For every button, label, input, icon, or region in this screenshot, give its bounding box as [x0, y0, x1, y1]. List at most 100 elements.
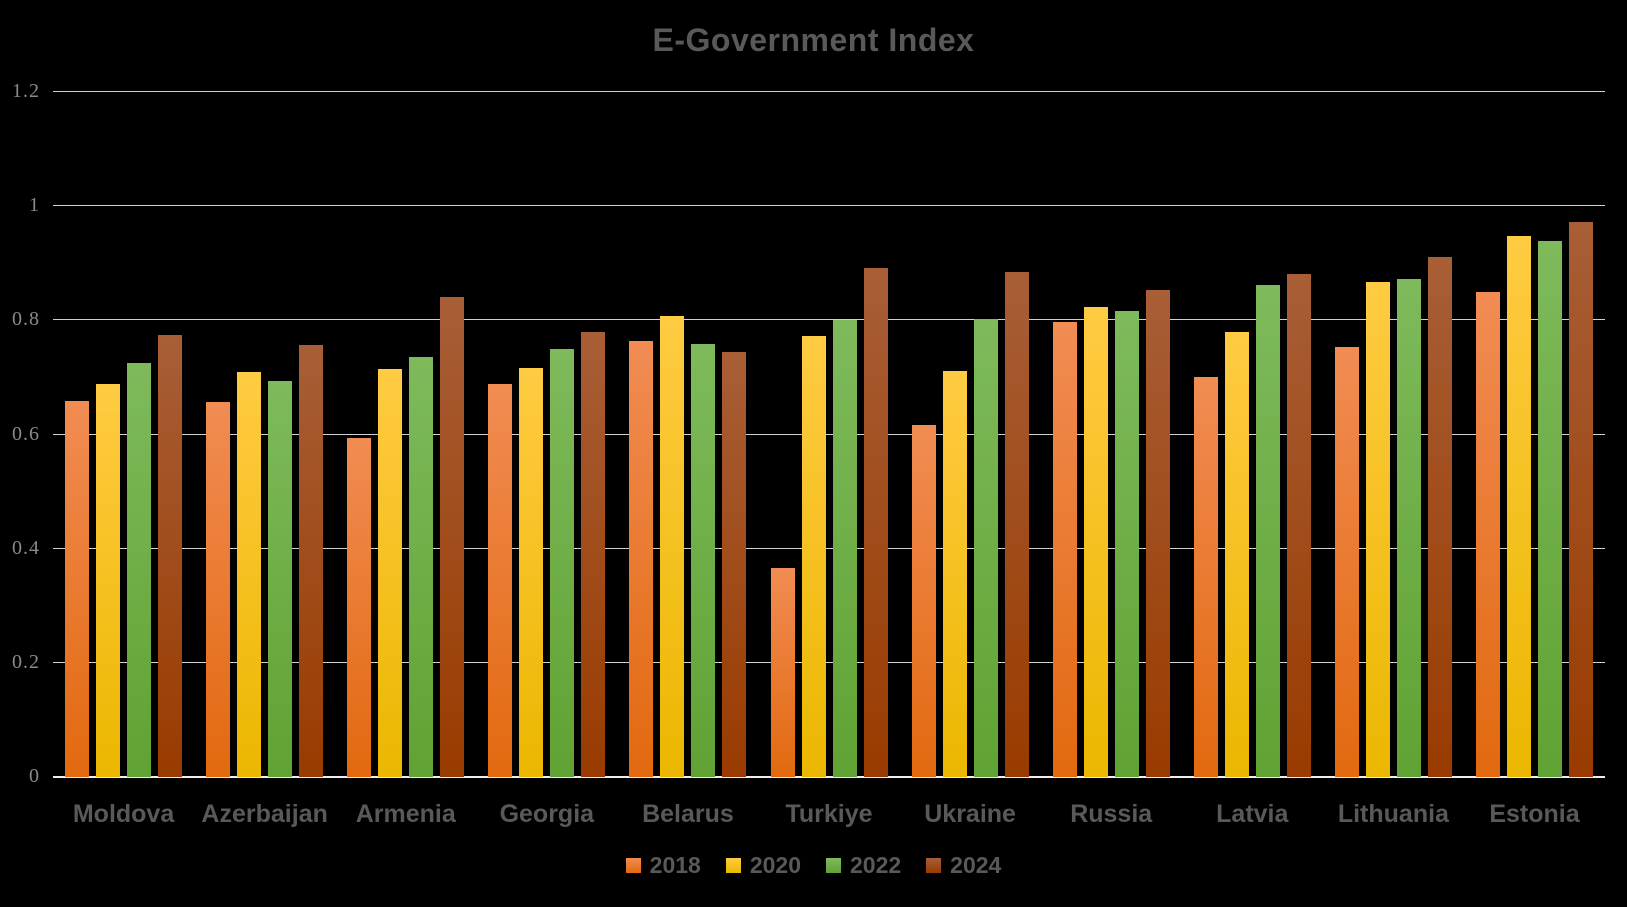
legend-item-2020: 2020	[725, 852, 801, 879]
y-axis-tick-label: 1.2	[12, 80, 40, 103]
bar-lithuania-2022	[1396, 278, 1421, 777]
y-axis-tick-label: 1	[29, 194, 40, 217]
x-axis-label-belarus: Belarus	[642, 800, 734, 828]
bar-georgia-2020	[519, 367, 544, 777]
bar-belarus-2018	[629, 340, 654, 777]
bar-lithuania-2018	[1334, 347, 1359, 777]
category-group-estonia	[1464, 92, 1605, 777]
bar-ukraine-2020	[942, 370, 967, 777]
bar-russia-2022	[1114, 311, 1139, 777]
bar-latvia-2020	[1224, 331, 1249, 777]
x-axis-label-ukraine: Ukraine	[924, 800, 1016, 828]
bar-georgia-2018	[488, 383, 513, 777]
category-group-moldova	[53, 92, 194, 777]
bar-georgia-2024	[581, 331, 606, 777]
bar-belarus-2022	[691, 344, 716, 777]
x-axis-label-georgia: Georgia	[499, 800, 595, 828]
gridline	[53, 91, 1605, 92]
legend-label-2018: 2018	[649, 852, 701, 878]
y-axis-tick-label: 0.4	[12, 536, 40, 559]
legend-swatch-2022	[826, 858, 841, 873]
bar-latvia-2022	[1255, 284, 1280, 777]
y-axis-tick-label: 0.2	[12, 650, 40, 673]
legend-item-2022: 2022	[826, 852, 901, 879]
bar-armenia-2020	[378, 369, 403, 777]
x-axis-labels: Moldova Azerbaijan Armenia Georgia Belarus Tu…	[53, 800, 1605, 829]
gridline	[53, 433, 1605, 435]
bar-turkiye-2020	[801, 336, 826, 777]
x-axis-label-moldova: Moldova	[72, 800, 175, 828]
bar-armenia-2024	[440, 296, 465, 777]
bar-russia-2020	[1083, 306, 1108, 777]
bar-belarus-2020	[660, 315, 685, 777]
x-axis-label-russia: Russia	[1070, 800, 1153, 828]
bars-layer	[53, 92, 1605, 777]
bar-russia-2024	[1145, 290, 1170, 777]
bar-georgia-2022	[550, 349, 575, 777]
bar-moldova-2022	[127, 362, 152, 777]
legend-label-2024: 2024	[950, 852, 1002, 878]
chart-title: E-Government Index	[652, 22, 975, 58]
legend-item-2024: 2024	[926, 852, 1001, 879]
category-group-latvia	[1182, 92, 1323, 777]
category-group-russia	[1041, 92, 1182, 777]
category-group-georgia	[476, 92, 617, 777]
bar-estonia-2024	[1568, 221, 1593, 777]
bar-estonia-2022	[1537, 241, 1562, 777]
bar-latvia-2024	[1286, 273, 1311, 777]
x-axis-label-estonia: Estonia	[1489, 800, 1580, 828]
gridline	[53, 205, 1605, 207]
category-group-ukraine	[900, 92, 1041, 777]
bar-azerbaijan-2020	[237, 371, 262, 777]
bar-azerbaijan-2018	[206, 401, 231, 777]
x-axis-line	[53, 776, 1605, 778]
legend-label-2020: 2020	[749, 852, 801, 878]
bar-turkiye-2018	[770, 568, 795, 777]
category-group-belarus	[617, 92, 758, 777]
bar-ukraine-2022	[973, 318, 998, 777]
y-axis-tick-label: 0.6	[12, 422, 40, 445]
bar-ukraine-2018	[911, 424, 936, 777]
gridlines	[53, 91, 1605, 777]
bar-moldova-2024	[158, 335, 183, 777]
gridline	[53, 319, 1605, 321]
bar-moldova-2020	[96, 384, 121, 777]
category-group-lithuania	[1323, 92, 1464, 777]
legend-swatch-2024	[926, 858, 942, 873]
y-axis-tick-label: 0.8	[12, 308, 40, 331]
legend-swatch-2018	[625, 858, 641, 873]
bar-moldova-2018	[65, 400, 90, 777]
x-axis-label-turkiye: Turkiye	[785, 800, 873, 828]
legend-item-2018: 2018	[625, 852, 701, 879]
x-axis-label-azerbaijan: Azerbaijan	[201, 800, 328, 828]
gridline	[53, 547, 1605, 549]
bar-armenia-2022	[409, 356, 434, 777]
legend: 2018 2020 2022 2024	[0, 852, 1627, 879]
bar-azerbaijan-2024	[299, 345, 324, 777]
category-group-azerbaijan	[194, 92, 335, 777]
y-axis: 1.2 1 0.8 0.6 0.4 0.2 0	[0, 80, 44, 787]
x-axis-label-lithuania: Lithuania	[1337, 800, 1449, 828]
bar-estonia-2018	[1475, 292, 1500, 777]
legend-swatch-2020	[725, 858, 741, 873]
category-group-armenia	[335, 92, 476, 777]
x-axis-label-latvia: Latvia	[1216, 800, 1289, 828]
bar-ukraine-2024	[1004, 272, 1029, 777]
gridline	[53, 661, 1605, 663]
bar-turkiye-2022	[832, 319, 857, 777]
bar-lithuania-2020	[1365, 282, 1390, 777]
plot-area	[53, 91, 1605, 778]
y-axis-tick-label: 0	[29, 765, 40, 788]
bar-turkiye-2024	[863, 268, 888, 777]
bar-latvia-2018	[1193, 377, 1218, 777]
legend-label-2022: 2022	[850, 852, 902, 878]
bar-armenia-2018	[347, 437, 372, 777]
bar-estonia-2020	[1506, 236, 1531, 777]
bar-lithuania-2024	[1427, 256, 1452, 777]
category-group-turkiye	[758, 92, 899, 777]
bar-belarus-2024	[722, 352, 747, 777]
x-axis-label-armenia: Armenia	[355, 800, 456, 828]
bar-azerbaijan-2022	[268, 380, 293, 777]
bar-russia-2018	[1052, 322, 1077, 777]
